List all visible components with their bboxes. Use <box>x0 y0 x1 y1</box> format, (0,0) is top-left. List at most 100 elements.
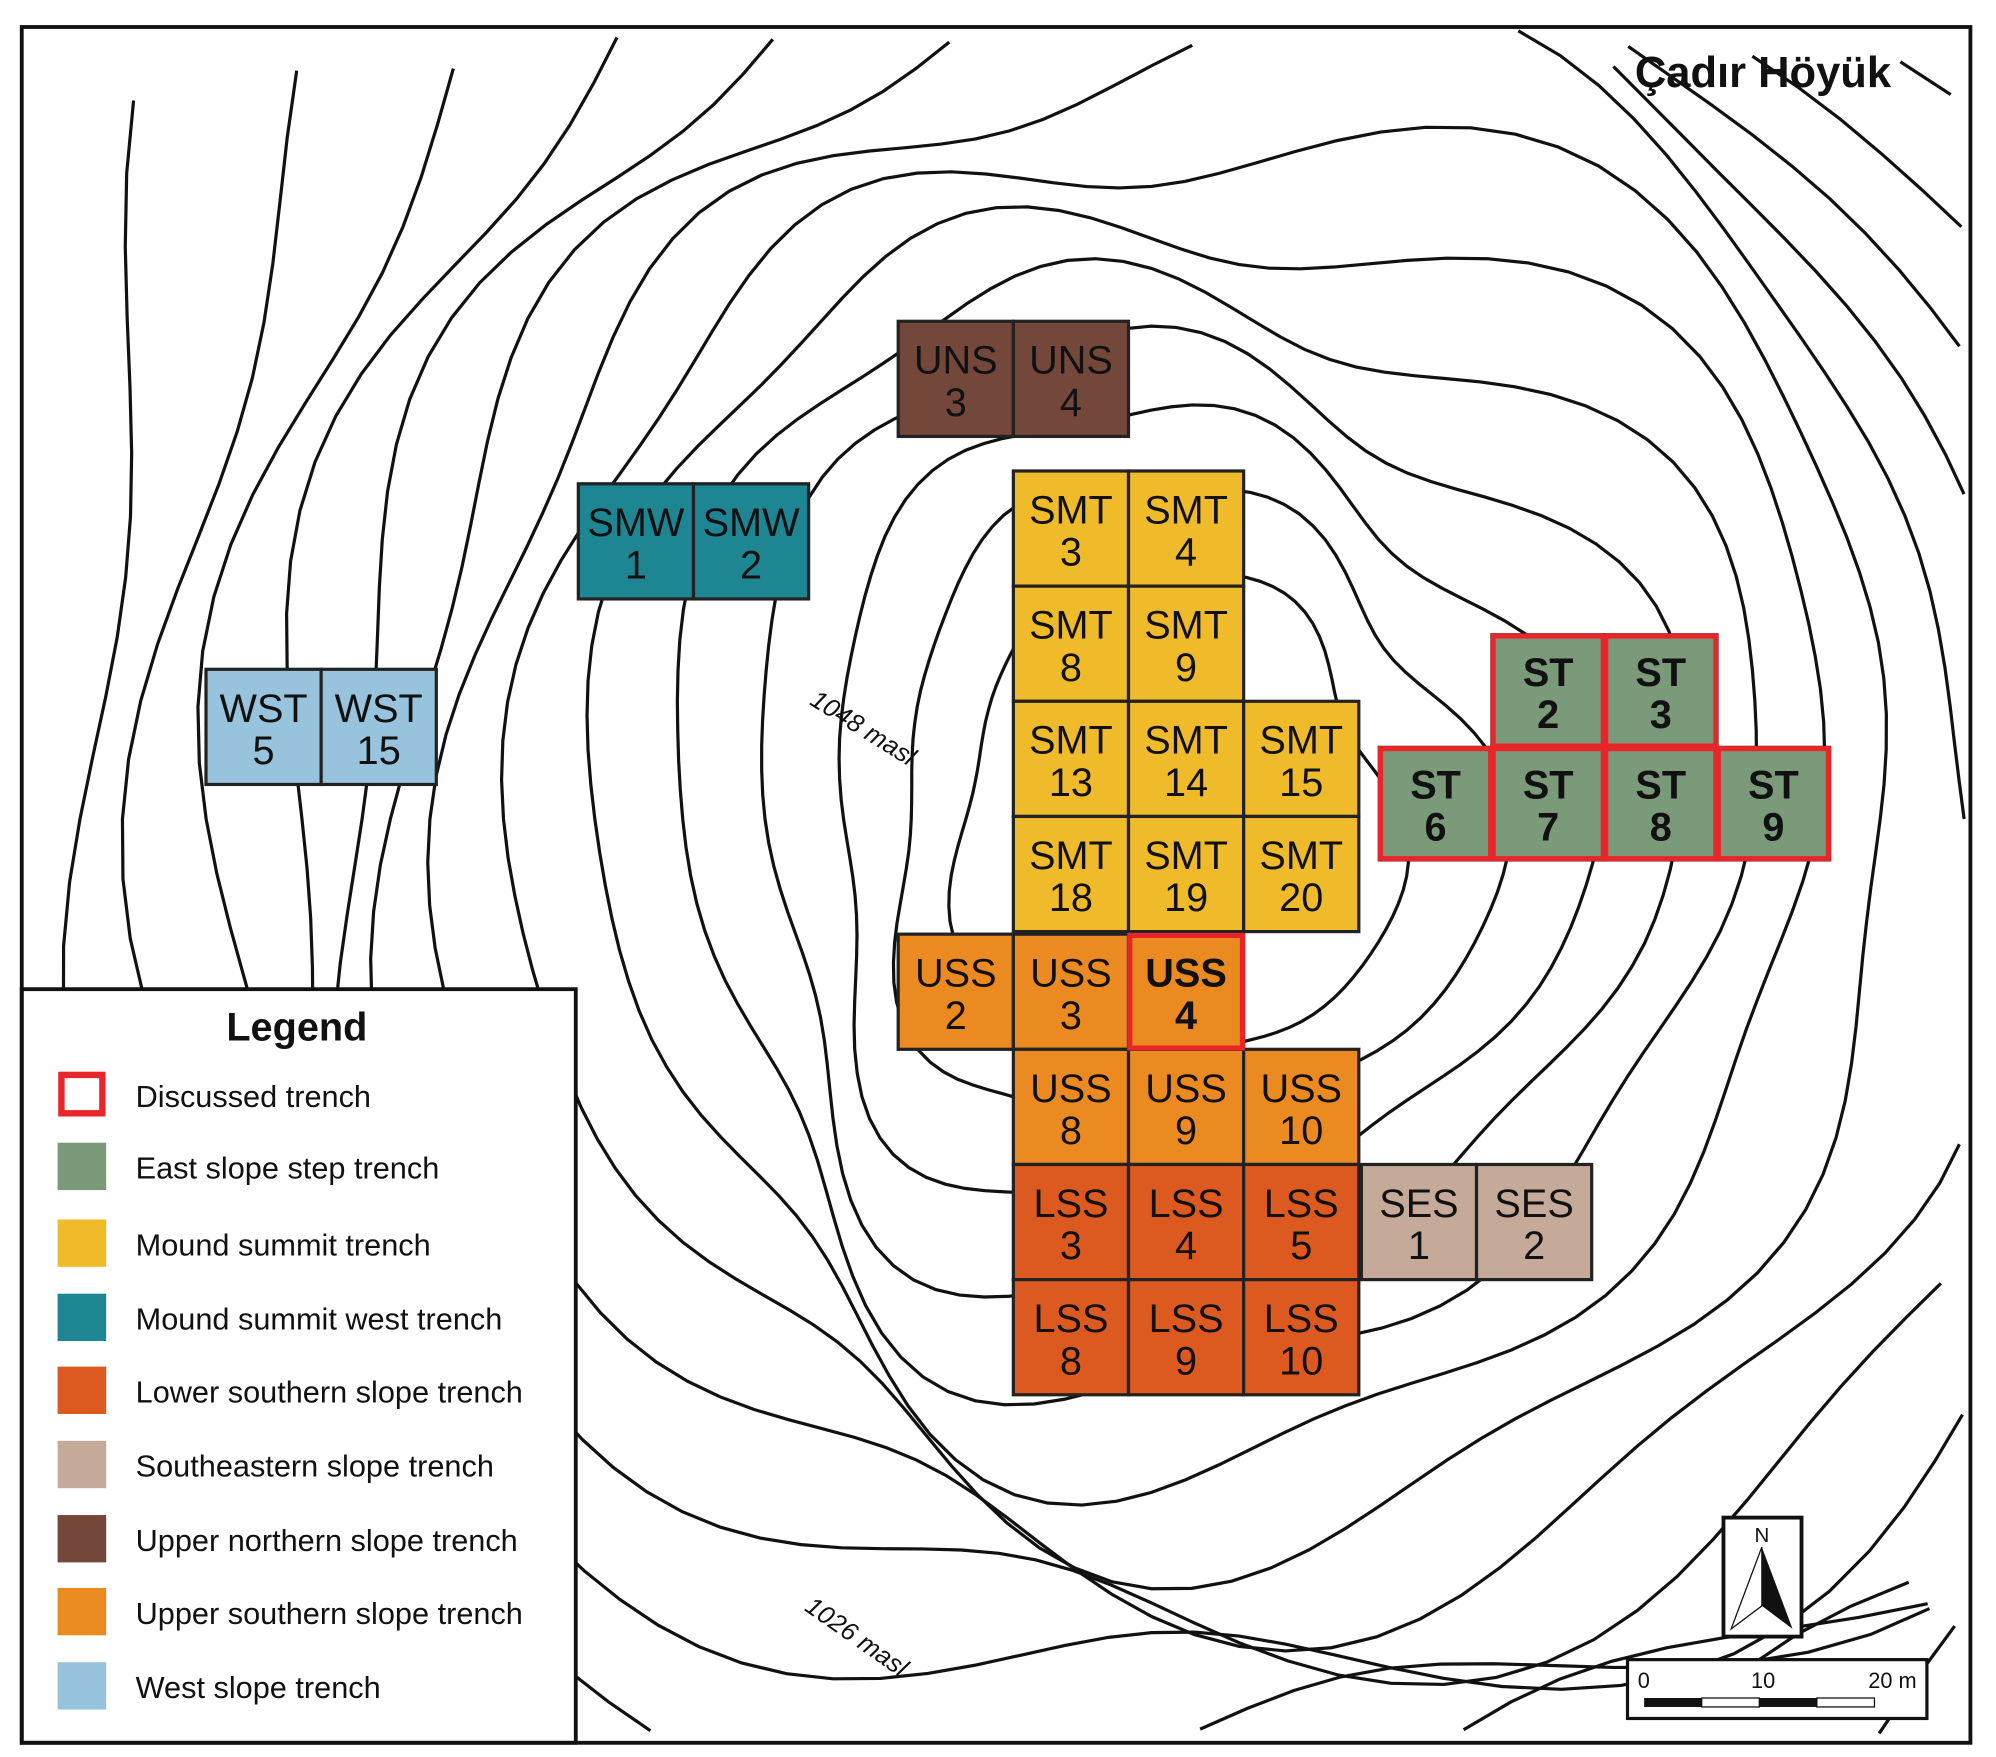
trench-st2[interactable]: ST2 <box>1490 633 1607 749</box>
trench-code: SES <box>1494 1182 1573 1226</box>
trench-code: USS <box>1030 1067 1112 1111</box>
trench-code: LSS <box>1033 1182 1108 1226</box>
trench-code: USS <box>1145 952 1227 996</box>
trench-number: 2 <box>740 543 762 587</box>
legend-swatch <box>57 1515 107 1563</box>
trench-number: 5 <box>1290 1224 1312 1268</box>
legend-label: Southeastern slope trench <box>136 1449 494 1484</box>
legend: Legend Discussed trench East slope step t… <box>19 987 578 1745</box>
trench-code: SMT <box>1029 834 1113 878</box>
trench-code: SES <box>1379 1182 1458 1226</box>
trench-code: ST <box>1635 764 1686 808</box>
trench-number: 7 <box>1537 806 1559 850</box>
trench-code: SMW <box>703 501 800 545</box>
legend-swatch <box>58 1071 106 1117</box>
trench-code: LSS <box>1149 1297 1224 1341</box>
trench-code: SMT <box>1029 604 1113 648</box>
trench-number: 18 <box>1049 876 1093 920</box>
legend-item: East slope step trench <box>57 1142 439 1191</box>
trench-st6[interactable]: ST6 <box>1377 745 1494 862</box>
trench-number: 9 <box>1175 1339 1197 1383</box>
legend-label: Discussed trench <box>136 1079 371 1114</box>
legend-label: West slope trench <box>136 1670 381 1705</box>
trench-number: 3 <box>1060 531 1082 575</box>
legend-item: Southeastern slope trench <box>57 1440 494 1489</box>
trench-code: SMT <box>1144 719 1228 763</box>
trench-number: 2 <box>1537 693 1559 737</box>
scale-label-20: 20 m <box>1868 1668 1916 1693</box>
trench-code: ST <box>1523 651 1574 695</box>
trench-number: 3 <box>945 381 967 425</box>
trench-number: 1 <box>1408 1224 1430 1268</box>
legend-item: Upper southern slope trench <box>57 1587 523 1636</box>
map-title: Çadır Höyük <box>1635 49 1892 97</box>
trench-code: USS <box>915 952 997 996</box>
trench-number: 4 <box>1175 994 1197 1038</box>
trench-number: 10 <box>1279 1339 1323 1383</box>
map-frame <box>19 25 1973 1745</box>
trench-code: LSS <box>1264 1182 1339 1226</box>
legend-label: Mound summit trench <box>136 1227 431 1262</box>
trench-number: 2 <box>945 994 967 1038</box>
trench-number: 4 <box>1175 531 1197 575</box>
trench-code: USS <box>1145 1067 1227 1111</box>
trench-st8[interactable]: ST8 <box>1602 745 1719 862</box>
trench-code: SMT <box>1029 488 1113 532</box>
trench-number: 15 <box>357 729 401 773</box>
trench-code: UNS <box>914 339 998 383</box>
trench-number: 20 <box>1279 876 1323 920</box>
contour-line <box>499 125 1888 1591</box>
discussed-outline <box>1127 932 1245 1051</box>
contour-line <box>947 551 1411 1075</box>
north-arrow: N <box>1721 1515 1804 1639</box>
contour-line <box>675 257 1759 1407</box>
scale-label-10: 10 <box>1751 1668 1775 1693</box>
trench-code: SMT <box>1029 719 1113 763</box>
trench-number: 2 <box>1523 1224 1545 1268</box>
trench-number: 9 <box>1175 1109 1197 1153</box>
trench-st7[interactable]: ST7 <box>1490 745 1607 862</box>
trench-st9[interactable]: ST9 <box>1715 745 1832 862</box>
legend-swatch <box>57 1440 107 1489</box>
contour-line <box>585 205 1827 1507</box>
trench-number: 15 <box>1279 761 1323 805</box>
trench-st3[interactable]: ST3 <box>1602 633 1719 749</box>
trench-code: SMT <box>1144 488 1228 532</box>
trench-number: 5 <box>253 729 275 773</box>
legend-swatch <box>57 1366 107 1414</box>
legend-swatch <box>57 1587 107 1636</box>
trench-code: USS <box>1260 1067 1342 1111</box>
trench-code: LSS <box>1264 1297 1339 1341</box>
